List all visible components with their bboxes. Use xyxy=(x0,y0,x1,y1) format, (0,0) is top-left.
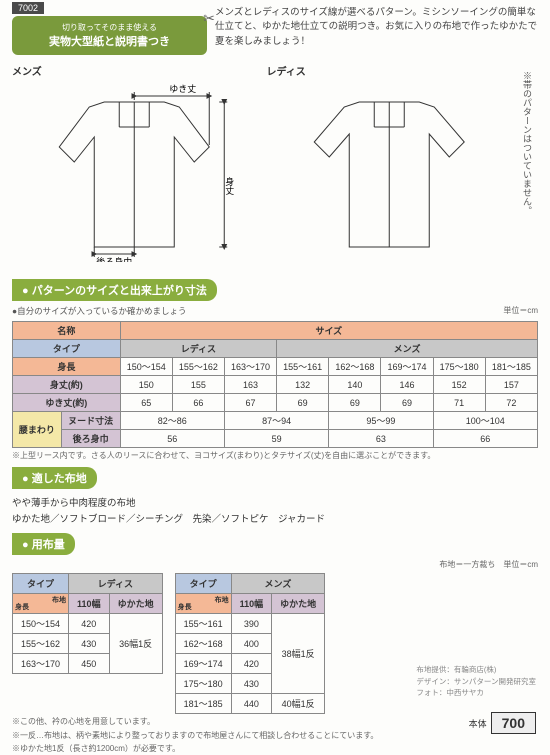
row-waist: 腰まわり xyxy=(13,412,62,448)
section2-title: ● 適した布地 xyxy=(12,467,97,489)
col-size: サイズ xyxy=(120,322,537,340)
col-name: 名称 xyxy=(13,322,121,340)
mens-diagram: メンズ ゆき丈 身丈 後ろ身巾 xyxy=(12,63,257,265)
row-mitake: 身丈(約) xyxy=(13,376,121,394)
price-label: 本体 xyxy=(469,717,487,730)
diagrams-row: メンズ ゆき丈 身丈 後ろ身巾 xyxy=(0,59,550,273)
credit2: デザイン：サンパターン開発研究室 xyxy=(416,676,536,687)
section-fabric: ● 適した布地 やや薄手から中肉程度の布地 ゆかた地／ソフトブロード／シーチング… xyxy=(0,461,550,525)
section3-unit: 布地＝一方裁ち 単位＝cm xyxy=(12,559,538,570)
section3-note3: ※ゆかた地1反（長さ約1200cm）が必要です。 xyxy=(12,744,538,754)
mitake-label: 身丈 xyxy=(224,176,234,196)
row-ushiro: 後ろ身巾 xyxy=(61,430,120,448)
row-type: タイプ xyxy=(13,340,121,358)
yuki-label: ゆき丈 xyxy=(169,84,196,94)
top-section: 7002 切り取ってそのまま使える 実物大型紙と説明書つき ✂ メンズとレディス… xyxy=(0,0,550,59)
ladies-svg xyxy=(267,82,512,262)
fabric-line2: ゆかた地／ソフトブロード／シーチング 先染／ソフトピケ ジャカード xyxy=(12,511,538,525)
credits: 布地提供：有輪商店(株) デザイン：サンパターン開発研究室 フォト：中西サヤカ xyxy=(416,664,536,698)
section1-sub: ●自分のサイズが入っているか確かめましょう単位＝cm xyxy=(12,305,538,317)
type-ladies: レディス xyxy=(120,340,276,358)
ladies-diagram: レディス xyxy=(267,63,512,265)
credit1: 布地提供：有輪商店(株) xyxy=(416,664,536,675)
section3-note2: ※一反…布地は、柄や素地により整っておりますので布地屋さんにて相談し合わせること… xyxy=(12,731,538,741)
mens-label: メンズ xyxy=(12,63,257,78)
badge-line2: 実物大型紙と説明書つき xyxy=(22,33,197,49)
price-box: 本体 700 xyxy=(469,712,536,734)
section1-note: ※上型リース内です。さる人のリースに合わせて、ヨコサイズ(まわり)とタテサイズ(… xyxy=(12,451,538,461)
intro-text: メンズとレディスのサイズ線が選べるパターン。ミシンソーイングの簡単な仕立てと、ゆ… xyxy=(215,2,538,55)
credit3: フォト：中西サヤカ xyxy=(416,687,536,698)
pattern-number: 7002 xyxy=(12,2,44,14)
mens-svg: ゆき丈 身丈 後ろ身巾 xyxy=(12,82,257,262)
size-table: 名称 サイズ タイプ レディス メンズ 身長 150～154155～162163… xyxy=(12,321,538,448)
badge-wrap: 7002 切り取ってそのまま使える 実物大型紙と説明書つき ✂ xyxy=(12,2,207,55)
green-badge: 切り取ってそのまま使える 実物大型紙と説明書つき ✂ xyxy=(12,16,207,55)
type-mens: メンズ xyxy=(277,340,538,358)
row-nude: ヌード寸法 xyxy=(61,412,120,430)
section-yardage: ● 用布量 布地＝一方裁ち 単位＝cm タイプレディス 布地身長110幅ゆかた地… xyxy=(0,527,550,754)
ladies-label: レディス xyxy=(267,63,512,78)
price-value: 700 xyxy=(491,712,536,734)
obi-note: ※帯のパターンはついていません。 xyxy=(521,63,538,215)
scissors-icon: ✂ xyxy=(203,10,215,27)
section-sizes: ● パターンのサイズと出来上がり寸法 ●自分のサイズが入っているか確かめましょう… xyxy=(0,273,550,461)
ladies-fabric-table: タイプレディス 布地身長110幅ゆかた地 150～15442036幅1反 155… xyxy=(12,573,163,674)
unit-label: 単位＝cm xyxy=(503,305,538,316)
fabric-line1: やや薄手から中肉程度の布地 xyxy=(12,495,538,509)
section3-title: ● 用布量 xyxy=(12,533,75,555)
section3-note1: ※この他、衿の心地を用意しています。 xyxy=(12,717,538,727)
row-yuki: ゆき丈(約) xyxy=(13,394,121,412)
row-height: 身長 xyxy=(13,358,121,376)
ushiro-label: 後ろ身巾 xyxy=(96,256,132,262)
mens-fabric-table: タイプメンズ 布地身長110幅ゆかた地 155～16139038幅1反 162～… xyxy=(175,573,326,714)
badge-line1: 切り取ってそのまま使える xyxy=(22,22,197,33)
section1-title: ● パターンのサイズと出来上がり寸法 xyxy=(12,279,217,301)
